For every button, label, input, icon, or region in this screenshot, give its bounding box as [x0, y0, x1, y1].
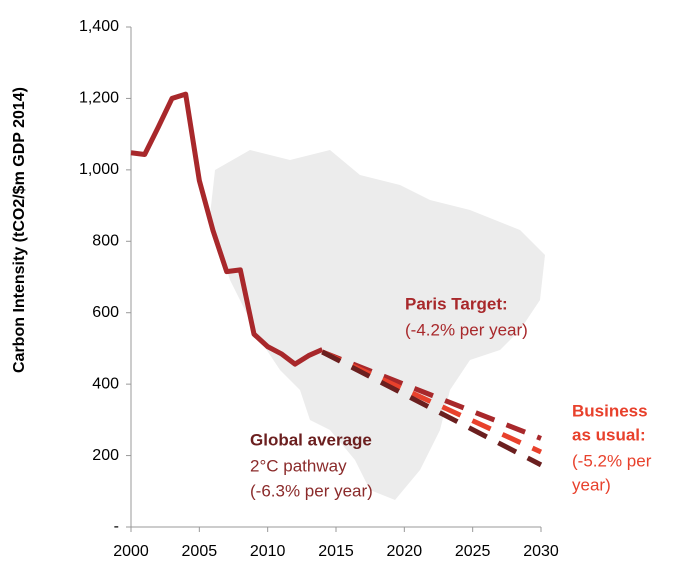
y-tick-label: 1,000 [79, 161, 119, 178]
y-tick-label: 600 [92, 304, 119, 321]
x-tick-label: 2005 [182, 543, 218, 560]
annotation: as usual: [572, 425, 646, 444]
background-map [210, 150, 545, 500]
annotation: 2°C pathway [250, 456, 347, 475]
annotation: (-4.2% per year) [405, 320, 528, 339]
annotation: Global average [250, 430, 372, 449]
y-tick-label: 800 [92, 233, 119, 250]
y-tick-label: 1,400 [79, 18, 119, 35]
x-tick-label: 2015 [318, 543, 354, 560]
y-tick-label: 200 [92, 447, 119, 464]
y-tick-label: 1,200 [79, 90, 119, 107]
series-line [321, 349, 543, 468]
x-tick-label: 2020 [387, 543, 423, 560]
annotation: Business [572, 401, 648, 420]
x-tick-label: 2000 [113, 543, 149, 560]
series-line [130, 91, 324, 367]
annotation: year) [572, 475, 611, 494]
annotation: (-5.2% per [572, 451, 652, 470]
x-tick-label: 2030 [523, 543, 559, 560]
annotation: (-6.3% per year) [250, 481, 373, 500]
annotation: Paris Target: [405, 294, 508, 313]
x-tick-label: 2010 [250, 543, 286, 560]
y-tick-label: 400 [92, 375, 119, 392]
y-tick-label: - [114, 518, 119, 535]
y-axis-label: Carbon Intensity (tCO2/$m GDP 2014) [11, 87, 28, 373]
x-tick-label: 2025 [455, 543, 491, 560]
